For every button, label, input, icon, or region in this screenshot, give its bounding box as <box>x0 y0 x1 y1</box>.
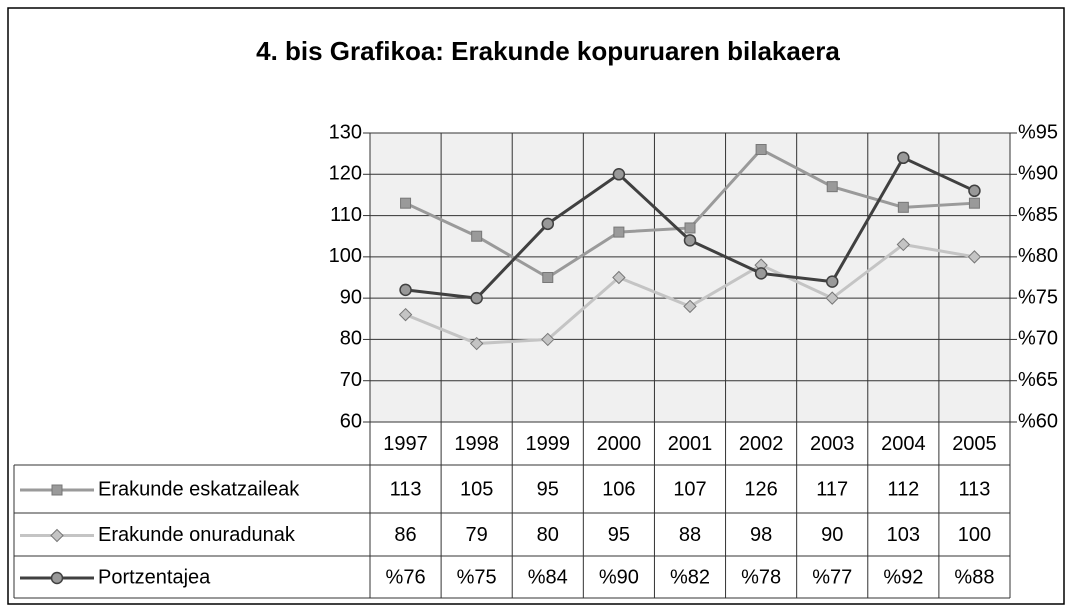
table-value: 117 <box>816 478 848 500</box>
marker <box>612 270 626 285</box>
plot-area <box>370 133 1010 422</box>
marker <box>470 291 483 305</box>
y2-tick-label: %75 <box>1018 286 1058 308</box>
marker <box>471 230 483 242</box>
table-value: 95 <box>608 524 630 546</box>
table-value: %92 <box>883 566 923 588</box>
marker <box>399 283 412 297</box>
marker <box>400 197 412 209</box>
table-value: %84 <box>528 566 568 588</box>
y2-tick-label: %85 <box>1018 204 1058 226</box>
marker <box>613 226 625 238</box>
marker <box>754 267 768 280</box>
marker <box>755 144 767 156</box>
y-tick-label: 120 <box>329 163 362 185</box>
legend-label: Erakunde eskatzaileak <box>98 478 300 500</box>
marker <box>541 217 555 231</box>
table-value: %76 <box>386 566 426 588</box>
x-tick-label: 2002 <box>739 433 784 455</box>
marker <box>825 291 839 305</box>
table-value: 86 <box>394 524 416 546</box>
table-value: 105 <box>460 478 493 500</box>
x-tick-label: 2003 <box>810 433 855 455</box>
y-tick-label: 110 <box>330 204 362 226</box>
marker <box>50 528 64 543</box>
table-value: 126 <box>744 478 777 500</box>
x-tick-label: 1999 <box>526 433 571 455</box>
x-tick-label: 2001 <box>668 433 713 455</box>
x-tick-label: 1997 <box>383 433 428 455</box>
y2-tick-label: %65 <box>1018 369 1058 391</box>
y2-tick-label: %60 <box>1018 410 1058 432</box>
marker <box>684 222 696 234</box>
table-value: 98 <box>750 524 772 546</box>
marker <box>683 234 697 247</box>
legend-label: Erakunde onuradunak <box>98 524 296 546</box>
marker <box>542 272 554 283</box>
table-value: %90 <box>599 566 639 588</box>
table-value: 106 <box>602 478 635 500</box>
y2-tick-label: %80 <box>1018 245 1058 267</box>
marker <box>897 201 909 213</box>
table-value: %88 <box>954 566 994 588</box>
table-value: 95 <box>537 478 559 500</box>
table-value: %82 <box>670 566 710 588</box>
y-tick-label: 80 <box>340 328 362 350</box>
marker <box>968 184 981 198</box>
marker <box>51 484 63 496</box>
y-tick-label: 60 <box>340 410 362 432</box>
table-value: 80 <box>537 524 559 546</box>
marker <box>826 181 838 193</box>
table-value: 113 <box>390 478 422 500</box>
y2-tick-label: %90 <box>1018 163 1058 185</box>
table-value: 103 <box>887 524 920 546</box>
marker <box>683 299 697 314</box>
marker <box>897 151 910 165</box>
x-tick-label: 2000 <box>597 433 642 455</box>
marker <box>612 168 626 181</box>
table-value: 79 <box>466 524 488 546</box>
x-tick-label: 2004 <box>881 433 926 455</box>
table-value: 100 <box>958 524 991 546</box>
marker <box>967 250 982 264</box>
chart-title: 4. bis Grafikoa: Erakunde kopuruaren bil… <box>256 36 840 66</box>
marker <box>968 197 980 209</box>
y2-tick-label: %70 <box>1018 328 1058 350</box>
marker <box>896 237 911 252</box>
y-tick-label: 90 <box>340 286 362 308</box>
y-tick-label: 70 <box>340 369 362 391</box>
table-value: %77 <box>812 566 852 588</box>
table-value: 113 <box>958 478 990 500</box>
x-tick-label: 2005 <box>952 433 997 455</box>
table-value: 107 <box>673 478 706 500</box>
legend-label: Portzentajea <box>98 566 211 588</box>
y2-tick-label: %95 <box>1018 121 1058 143</box>
y-tick-label: 100 <box>329 245 362 267</box>
table-value: %75 <box>457 566 497 588</box>
y-tick-label: 130 <box>329 121 362 143</box>
marker <box>825 275 839 288</box>
table-value: 112 <box>887 478 919 500</box>
marker <box>469 336 484 351</box>
table-value: 88 <box>679 524 701 546</box>
x-tick-label: 1998 <box>454 433 499 455</box>
marker <box>541 332 555 347</box>
marker <box>50 571 64 585</box>
marker <box>398 307 413 322</box>
table-value: %78 <box>741 566 781 588</box>
table-value: 90 <box>821 524 843 546</box>
